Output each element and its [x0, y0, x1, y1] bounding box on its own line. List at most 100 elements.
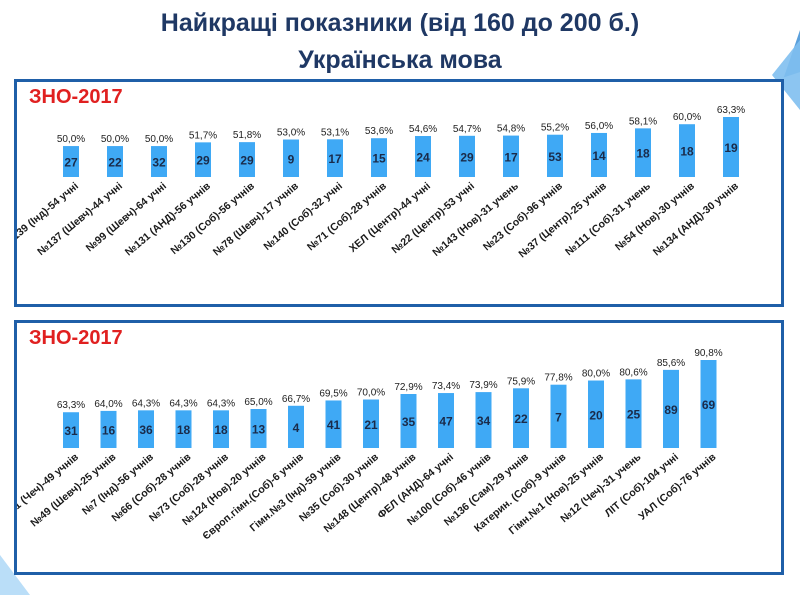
chart2-count-label-12: 22	[514, 412, 528, 426]
chart2-bar-5	[250, 409, 267, 448]
chart1-value-label-9: 54,7%	[453, 124, 481, 135]
chart1-category-label-5: №78 (Шевч)-17 учнів	[211, 180, 302, 259]
chart1-value-label-15: 63,3%	[717, 105, 745, 116]
chart2-bar-1	[100, 410, 117, 448]
chart-title-1: ЗНО-2017	[29, 86, 123, 108]
chart2-value-label-9: 72,9%	[394, 382, 422, 393]
chart1-count-label-8: 24	[416, 151, 430, 165]
chart1-bar-12	[591, 132, 607, 177]
chart1-category-label-1: №137 (Шевч)-44 учні	[35, 180, 125, 258]
chart2-bar-9	[400, 394, 417, 448]
chart1-count-label-13: 18	[636, 147, 650, 161]
chart1-count-label-7: 15	[372, 152, 386, 166]
page-subtitle: Українська мова	[298, 46, 502, 74]
chart1-count-label-10: 17	[504, 150, 518, 164]
chart1-count-label-6: 17	[328, 152, 342, 166]
chart2-count-label-1: 16	[102, 423, 116, 437]
chart1-bar-15	[723, 117, 739, 177]
chart2-bar-4	[213, 410, 229, 448]
chart2-bar-14	[588, 380, 604, 448]
chart2-value-label-14: 80,0%	[582, 369, 610, 380]
chart2-value-label-16: 85,6%	[657, 358, 685, 369]
chart2-bar-8	[363, 399, 379, 448]
chart1-category-label-9: №22 (Центр)-53 учні	[389, 180, 477, 256]
chart1-category-label-8: ХЕЛ (Центр)-44 учні	[347, 180, 433, 255]
chart1-bar-2	[151, 146, 167, 177]
chart2-value-label-13: 77,8%	[544, 373, 572, 384]
chart2-value-label-7: 69,5%	[319, 388, 347, 399]
chart2-count-label-17: 69	[702, 398, 716, 412]
chart2-value-label-17: 90,8%	[694, 348, 722, 359]
chart2-bar-13	[550, 384, 567, 448]
chart2-value-label-6: 66,7%	[282, 394, 310, 405]
chart2-bar-16	[663, 369, 679, 448]
chart1-value-label-3: 51,7%	[189, 130, 217, 141]
chart2-value-label-4: 64,3%	[207, 398, 235, 409]
chart1-category-label-2: №99 (Шевч)-64 учні	[84, 180, 169, 254]
chart2-value-label-10: 73,4%	[432, 381, 460, 392]
chart1-bar-5	[283, 139, 299, 177]
chart1-count-label-0: 27	[64, 156, 78, 170]
chart2-count-label-0: 31	[64, 424, 78, 438]
chart1-value-label-4: 51,8%	[233, 130, 261, 141]
chart1-value-label-0: 50,0%	[57, 134, 85, 145]
chart1-bar-10	[503, 135, 519, 177]
chart1-bar-8	[415, 136, 431, 177]
chart2-count-label-9: 35	[402, 415, 416, 429]
chart1-category-label-10: №143 (Нов)-31 учень	[430, 180, 521, 259]
chart1-category-label-14: №54 (Нов)-30 учнів	[613, 180, 697, 253]
chart2-count-label-10: 47	[439, 415, 453, 429]
chart2-value-label-1: 64,0%	[94, 399, 122, 410]
chart2-bar-7	[325, 400, 342, 448]
chart1-value-label-12: 56,0%	[585, 121, 613, 132]
chart2-bar-2	[138, 410, 154, 448]
chart1-value-label-14: 60,0%	[673, 112, 701, 123]
chart2-value-label-0: 63,3%	[57, 400, 85, 411]
chart1-count-label-12: 14	[592, 149, 606, 163]
chart2-value-label-3: 64,3%	[169, 398, 197, 409]
chart2-value-label-15: 80,6%	[619, 367, 647, 378]
chart2-count-label-16: 89	[664, 403, 678, 417]
chart2-bar-0	[63, 412, 79, 448]
chart2-count-label-6: 4	[293, 421, 300, 435]
chart1-bar-6	[327, 139, 343, 177]
chart1-bar-1	[107, 146, 123, 177]
chart1-bar-3	[195, 142, 211, 177]
chart2-bar-3	[175, 410, 192, 448]
chart1-value-label-10: 54,8%	[497, 124, 525, 135]
chart1-bar-0	[63, 146, 79, 177]
chart1-count-label-11: 53	[548, 150, 562, 164]
chart2-count-label-5: 13	[252, 423, 266, 437]
chart1-value-label-2: 50,0%	[145, 134, 173, 145]
chart-title-2: ЗНО-2017	[29, 327, 123, 349]
chart2-value-label-12: 75,9%	[507, 376, 535, 387]
chart1-count-label-14: 18	[680, 145, 694, 159]
chart1-category-label-13: №111 (Соб)-31 учень	[563, 180, 653, 258]
chart-panel-2: ЗНО-2017 63,3% 31 №31 (Чеч)-49 учнів 64,0% 1…	[14, 320, 784, 575]
chart2-bar-12	[513, 388, 529, 448]
chart2-count-label-13: 7	[555, 410, 562, 424]
chart2-count-label-8: 21	[364, 418, 378, 432]
chart2-bar-10	[438, 393, 454, 448]
chart1-count-label-5: 9	[288, 152, 295, 166]
chart1-count-label-1: 22	[108, 156, 122, 170]
chart1-value-label-13: 58,1%	[629, 116, 657, 127]
chart1-category-label-7: №71 (Соб)-28 учнів	[305, 180, 389, 254]
chart1-bar-11	[547, 134, 563, 177]
chart1-bar-7	[371, 138, 387, 177]
chart1-bar-9	[459, 135, 475, 177]
chart1-count-label-15: 19	[724, 141, 738, 155]
chart1-value-label-6: 53,1%	[321, 127, 349, 138]
chart1-bar-14	[679, 124, 695, 177]
chart-panel-1: ЗНО-2017 50,0% 27 №139 (Інд)-54 учні 50,0% 2…	[14, 79, 784, 307]
chart2-count-label-15: 25	[627, 408, 641, 422]
chart1-value-label-8: 54,6%	[409, 124, 437, 135]
chart2-value-label-11: 73,9%	[469, 380, 497, 391]
chart2-value-label-8: 70,0%	[357, 388, 385, 399]
chart1-value-label-7: 53,6%	[365, 126, 393, 137]
chart2-value-label-2: 64,3%	[132, 398, 160, 409]
chart1-category-label-15: №134 (АНД)-30 учнів	[651, 180, 741, 259]
chart1-bar-13	[635, 128, 651, 177]
